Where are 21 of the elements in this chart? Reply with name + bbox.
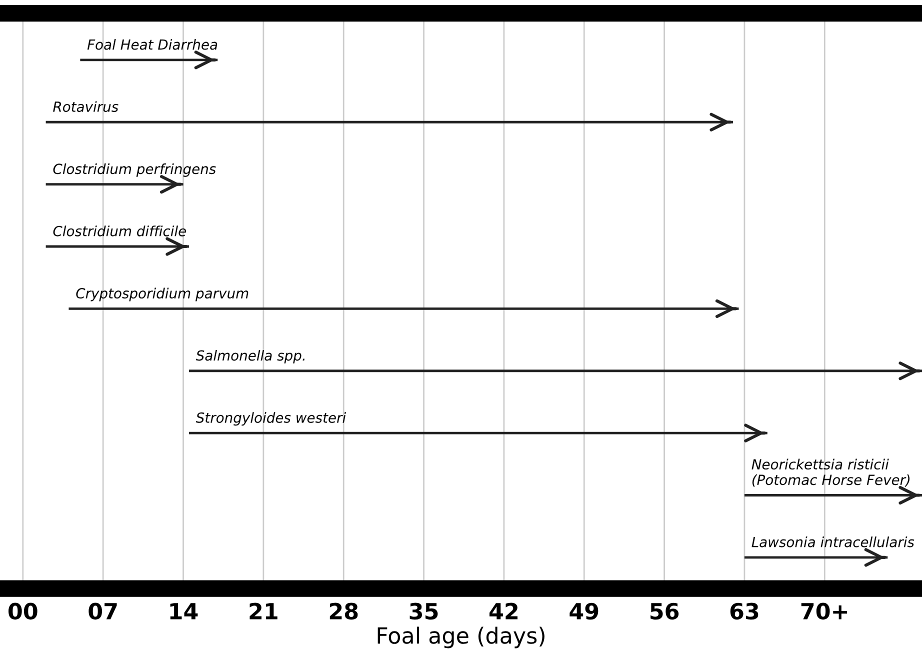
x-tick-label: 28 [330,602,358,620]
x-tick-label: 63 [730,602,758,620]
x-tick-label: 07 [88,602,117,620]
y-tick-label: Foal Heat Diarrhea [87,39,218,50]
x-tick-label: 42 [489,602,518,620]
x-tick-label: 21 [250,602,278,620]
x-tick-label: 49 [570,602,598,620]
x-axis-title: Foal age (days) [378,626,544,648]
x-tick-label: 14 [170,603,198,620]
y-tick-label: Strongyloides westeri [196,412,346,426]
x-tick-label: 35 [410,602,438,620]
x-tick-label: 70+ [801,602,848,620]
y-tick-label: Neorickettsia risticii (Potomac Horse Fever) [752,458,910,487]
y-tick-label: Lawsonia intracellularis [752,536,914,548]
y-tick-label: Cryptosporidium parvum [76,288,248,302]
x-tick-label: 56 [650,602,679,620]
y-tick-label: Salmonella spp. [196,350,304,364]
y-tick-label: Clostridium difficile [53,226,186,236]
y-tick-label: Clostridium perfringens [53,163,216,177]
y-tick-label: Rotavirus [53,101,118,112]
x-tick-label: 00 [8,602,38,620]
